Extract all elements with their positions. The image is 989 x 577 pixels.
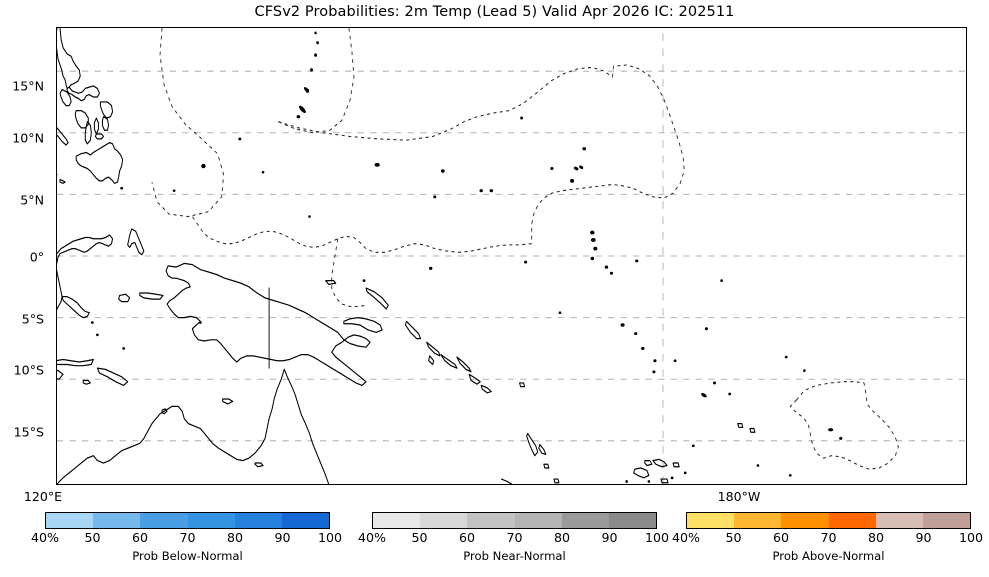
- map-svg: [57, 28, 966, 484]
- x-tick-180w: 180°W: [717, 489, 761, 504]
- colorbar-below-normal-title: Prob Below-Normal: [132, 549, 243, 563]
- cb-below-swatch-50: [93, 513, 141, 528]
- cb-above-tick-40: 40%: [672, 530, 700, 545]
- cb-above-swatch-80: [875, 513, 923, 528]
- colorbar-above-normal-ticks: 40% 50 60 70 80 90 100: [672, 530, 983, 548]
- cb-near-swatch-60: [467, 513, 515, 528]
- colorbar-below-normal-ramp[interactable]: [45, 512, 330, 529]
- colorbar-below-normal-ticks: 40% 50 60 70 80 90 100: [31, 530, 342, 548]
- chart-title: CFSv2 Probabilities: 2m Temp (Lead 5) Va…: [254, 4, 735, 20]
- cb-near-swatch-90: [608, 513, 657, 528]
- cb-near-tick-90: 90: [601, 530, 618, 545]
- cb-below-tick-80: 80: [226, 530, 244, 545]
- cb-near-swatch-50: [420, 513, 468, 528]
- cb-above-swatch-40: [687, 513, 735, 528]
- y-axis-labels: 15°N 10°N 5°N 0° 5°S 10°S 15°S: [0, 0, 50, 577]
- cb-above-tick-80: 80: [867, 530, 885, 545]
- y-tick-15s: 15°S: [13, 424, 44, 440]
- y-tick-10n: 10°N: [12, 130, 44, 146]
- cb-below-tick-50: 50: [84, 530, 101, 545]
- colorbar-near-normal: 40% 50 60 70 80 90 100 Prob Near-Normal: [358, 512, 669, 574]
- y-tick-0: 0°: [29, 249, 44, 265]
- cb-below-tick-60: 60: [131, 530, 148, 545]
- cb-below-swatch-60: [140, 513, 188, 528]
- cb-above-swatch-70: [828, 513, 876, 528]
- coastlines: [57, 28, 756, 484]
- cb-near-swatch-70: [514, 513, 562, 528]
- y-tick-15n: 15°N: [12, 78, 44, 94]
- cb-above-tick-90: 90: [915, 530, 932, 545]
- colorbar-above-normal-title: Prob Above-Normal: [772, 549, 885, 563]
- cb-below-tick-70: 70: [179, 530, 196, 545]
- cb-above-tick-100: 100: [958, 530, 984, 545]
- y-tick-5s: 5°S: [21, 311, 44, 327]
- x-tick-120e: 120°E: [23, 489, 63, 504]
- colorbar-above-normal: 40% 50 60 70 80 90 100 Prob Above-Normal: [672, 512, 983, 574]
- colorbar-near-normal-ticks: 40% 50 60 70 80 90 100: [358, 530, 669, 548]
- cb-near-tick-100: 100: [644, 530, 670, 545]
- cb-near-tick-60: 60: [458, 530, 475, 545]
- map-plot-area[interactable]: [56, 27, 967, 485]
- cb-above-tick-70: 70: [820, 530, 837, 545]
- cb-below-swatch-90: [281, 513, 330, 528]
- cb-below-swatch-40: [46, 513, 94, 528]
- cb-below-tick-90: 90: [274, 530, 291, 545]
- cb-below-tick-100: 100: [317, 530, 343, 545]
- cb-above-tick-60: 60: [772, 530, 789, 545]
- cb-near-tick-50: 50: [411, 530, 428, 545]
- colorbar-below-normal: 40% 50 60 70 80 90 100 Prob Below-Normal: [31, 512, 342, 574]
- cb-below-swatch-70: [187, 513, 235, 528]
- colorbar-above-normal-ramp[interactable]: [686, 512, 971, 529]
- colorbar-near-normal-ramp[interactable]: [372, 512, 657, 529]
- cb-below-tick-40: 40%: [31, 530, 59, 545]
- graticule: [57, 28, 966, 484]
- y-tick-10s: 10°S: [13, 362, 44, 378]
- cb-above-swatch-90: [922, 513, 971, 528]
- cb-near-tick-70: 70: [506, 530, 523, 545]
- small-islands: [90, 31, 843, 483]
- cb-above-swatch-50: [734, 513, 782, 528]
- political-boundaries: [151, 28, 899, 470]
- cb-below-swatch-80: [234, 513, 282, 528]
- y-tick-5n: 5°N: [20, 192, 44, 208]
- cb-near-swatch-40: [373, 513, 421, 528]
- cb-near-swatch-80: [561, 513, 609, 528]
- cb-above-swatch-60: [781, 513, 829, 528]
- colorbar-near-normal-title: Prob Near-Normal: [463, 549, 566, 563]
- cb-near-tick-40: 40%: [358, 530, 386, 545]
- cb-near-tick-80: 80: [553, 530, 571, 545]
- cb-above-tick-50: 50: [725, 530, 742, 545]
